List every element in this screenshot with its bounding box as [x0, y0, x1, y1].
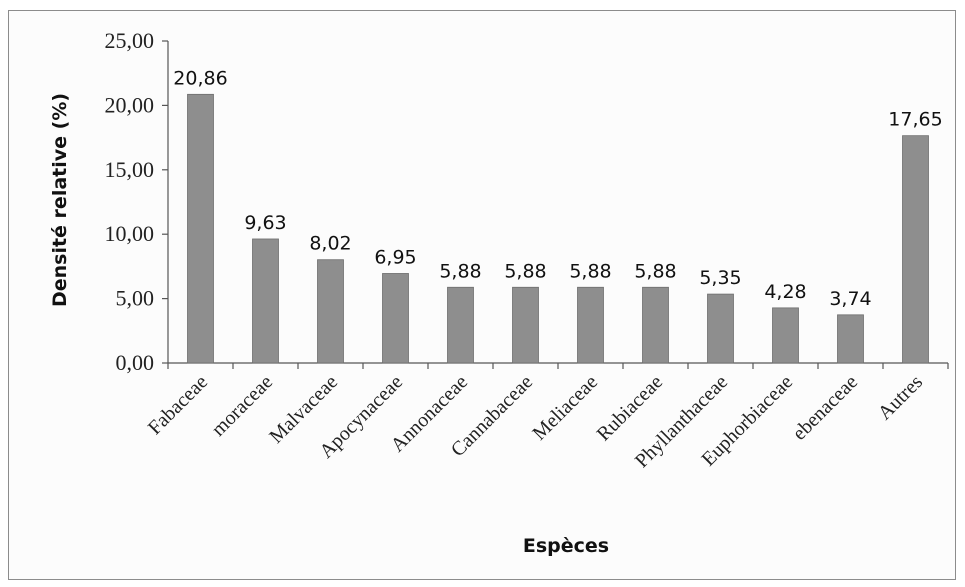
y-tick-label: 10,00 — [105, 221, 155, 246]
y-tick-label: 20,00 — [105, 92, 155, 117]
bar-apocynaceae — [382, 273, 409, 364]
bar-autres — [902, 135, 929, 364]
y-axis-title: Densité relative (%) — [49, 93, 71, 307]
data-label: 6,95 — [374, 246, 416, 268]
bar-rubiaceae — [642, 286, 669, 364]
bar-malvaceae — [317, 259, 344, 364]
bar-cannabaceae — [512, 286, 539, 364]
y-tick-label: 25,00 — [105, 28, 155, 53]
x-tick-label: Autres — [874, 371, 927, 424]
data-label: 5,88 — [504, 260, 546, 282]
bar-euphorbiaceae — [772, 307, 799, 364]
x-tick-label: Meliaceae — [528, 371, 602, 445]
x-axis-title: Espèces — [523, 535, 609, 557]
x-tick-labels: FabaceaemoraceaeMalvaceaeApocynaceaeAnno… — [144, 371, 927, 472]
data-label: 5,88 — [439, 260, 481, 282]
y-tick-label: 5,00 — [116, 286, 155, 311]
data-label: 20,86 — [173, 67, 227, 89]
data-label: 5,35 — [699, 267, 741, 289]
bar-meliaceae — [577, 286, 604, 364]
x-tick-label: ebenaceae — [788, 371, 862, 445]
bars — [187, 93, 929, 364]
data-label: 5,88 — [634, 260, 676, 282]
x-tick-label: Fabaceae — [144, 371, 212, 439]
data-label: 3,74 — [829, 288, 871, 310]
y-tick-label: 0,00 — [116, 350, 155, 375]
bar-fabaceae — [187, 93, 214, 364]
data-label: 4,28 — [764, 281, 806, 303]
bar-phyllanthaceae — [707, 293, 734, 364]
data-label: 17,65 — [888, 109, 942, 131]
bar-ebenaceae — [837, 314, 864, 364]
y-axis: 0,00 5,00 10,00 15,00 20,00 25,00 — [105, 28, 169, 375]
data-label: 8,02 — [309, 233, 351, 255]
data-labels: 20,86 9,63 8,02 6,95 5,88 5,88 5,88 5,88 5,35 4,2… — [173, 67, 942, 310]
x-axis — [167, 362, 949, 369]
data-label: 5,88 — [569, 260, 611, 282]
bar-annonaceae — [447, 286, 474, 364]
y-tick-label: 15,00 — [105, 157, 155, 182]
bar-moraceae — [252, 238, 279, 364]
data-label: 9,63 — [244, 212, 286, 234]
